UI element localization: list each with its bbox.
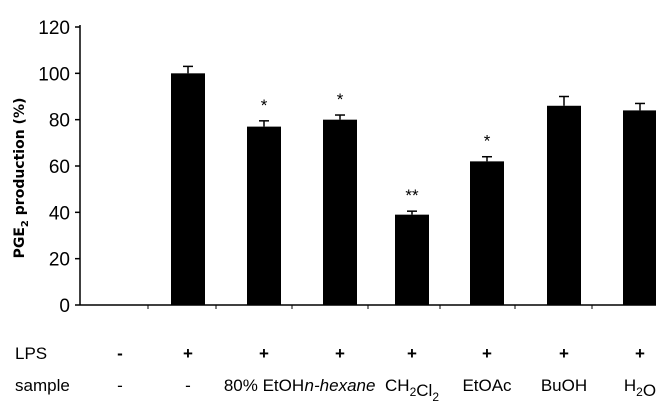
category-rows: LPS sample - - + - +80% EtOH + n-hexane + CH2Cl2 + E… xyxy=(15,344,656,404)
sample-label: H2O xyxy=(624,376,656,400)
significance-label: * xyxy=(484,132,491,151)
sample-label: CH2Cl2 xyxy=(385,376,439,404)
bar xyxy=(547,105,581,306)
y-tick-label: 60 xyxy=(49,157,70,178)
y-tick-label: 0 xyxy=(59,296,70,317)
lps-value: + xyxy=(635,344,645,363)
y-tick-label: 20 xyxy=(49,250,70,271)
error-bars xyxy=(183,65,645,215)
bar xyxy=(395,214,429,305)
lps-value: - xyxy=(117,344,123,363)
lps-value: + xyxy=(559,344,569,363)
y-tick-label: 80 xyxy=(49,111,70,132)
y-axis-label-group: PGE2 production (%) xyxy=(12,98,31,259)
sample-label: - xyxy=(185,376,191,395)
y-tick-label: 40 xyxy=(49,203,70,224)
lps-value: + xyxy=(407,344,417,363)
bar xyxy=(247,126,281,305)
bar xyxy=(171,73,205,305)
y-axis-label: PGE2 production (%) xyxy=(12,98,31,259)
y-tick-label: 120 xyxy=(38,18,70,39)
lps-value: + xyxy=(183,344,193,363)
sample-label: - xyxy=(117,376,123,395)
bar xyxy=(623,110,656,306)
lps-value: + xyxy=(482,344,492,363)
y-tick-label: 100 xyxy=(38,64,70,85)
bar xyxy=(470,161,504,305)
significance-label: ** xyxy=(405,186,419,205)
significance-label: * xyxy=(261,96,268,115)
sample-row-label: sample xyxy=(15,376,70,395)
sample-label: 80% EtOH xyxy=(224,376,304,395)
chart-bars xyxy=(171,73,656,306)
lps-value: + xyxy=(259,344,269,363)
lps-value: + xyxy=(335,344,345,363)
sample-label: n-hexane xyxy=(305,376,376,395)
sample-label: EtOAc xyxy=(462,376,512,395)
sample-label: BuOH xyxy=(541,376,587,395)
lps-row-label: LPS xyxy=(15,344,47,363)
y-axis-ticks: 0 20 40 60 80 100 120 xyxy=(38,18,80,317)
significance-label: * xyxy=(337,90,344,109)
bar xyxy=(323,119,357,306)
significance-annotations: * **** xyxy=(261,90,491,205)
